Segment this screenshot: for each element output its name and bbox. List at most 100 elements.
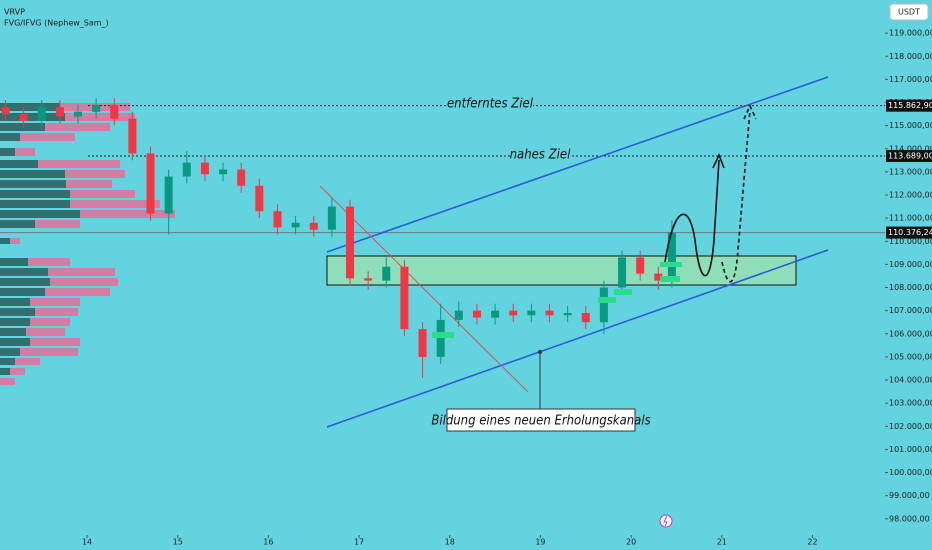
- candle-body: [37, 107, 46, 122]
- candle-body: [581, 312, 590, 323]
- y-tick-label: 104.000,00: [889, 376, 932, 385]
- y-tick-label: 106.000,00: [889, 329, 932, 338]
- candle-body: [418, 329, 427, 357]
- price-level-label: 113.689,00: [888, 151, 932, 160]
- demand-zone: [326, 255, 797, 286]
- price-level-label: 115.862,90: [888, 101, 932, 110]
- x-tick-label: 17: [354, 538, 364, 547]
- y-tick-label: 102.000,00: [889, 422, 932, 431]
- currency-label: USDT: [898, 8, 920, 17]
- currency-box: [889, 3, 929, 21]
- downtrend-line: [319, 185, 529, 393]
- fvg-box: [614, 289, 632, 295]
- y-tick-label: 101.000,00: [889, 445, 932, 454]
- candle-body: [454, 310, 463, 320]
- candles: [1, 97, 676, 378]
- candle-body: [364, 278, 373, 281]
- candle-body: [237, 169, 246, 186]
- candle-body: [472, 310, 481, 318]
- candle-body: [509, 310, 518, 316]
- y-tick-label: 113.000,00: [889, 167, 932, 176]
- candle-body: [563, 312, 572, 316]
- arrow-head: [712, 152, 725, 169]
- candle-body: [219, 169, 228, 175]
- candle-body: [599, 287, 608, 323]
- projection-arrow-dashed: [721, 109, 751, 283]
- candle-body: [73, 111, 82, 117]
- candle-body: [491, 310, 500, 318]
- candle-body: [182, 162, 191, 177]
- candle-body: [654, 273, 663, 281]
- y-tick-label: 115.000,00: [889, 121, 932, 130]
- y-tick-label: 99.000,00: [889, 491, 930, 500]
- candle-body: [92, 104, 101, 112]
- candle-body: [164, 176, 173, 214]
- candle-body: [255, 185, 264, 212]
- indicator-label: VRVP: [4, 8, 25, 17]
- fvg-box: [598, 297, 616, 303]
- candle-body: [545, 310, 554, 316]
- callout-dot: [538, 350, 542, 354]
- far-target-label: entferntes Ziel: [447, 97, 534, 112]
- fvg-box: [660, 262, 682, 267]
- candle-body: [382, 266, 391, 281]
- candle-body: [273, 211, 282, 228]
- label-bg: [510, 147, 570, 163]
- y-tick-label: 100.000,00: [889, 468, 932, 477]
- y-tick-label: 105.000,00: [889, 352, 932, 361]
- channel-note: Bildung eines neuen Erholungskanals: [431, 414, 650, 429]
- candle-body: [309, 222, 318, 230]
- price-level-box: [886, 149, 932, 162]
- price-level-box: [886, 226, 932, 239]
- candle-body: [346, 206, 355, 279]
- y-tick-label: 98.000,00: [889, 514, 930, 523]
- candle-body: [527, 310, 536, 316]
- channel-lower: [326, 249, 829, 428]
- candle-body: [19, 114, 28, 122]
- candle-body: [436, 319, 445, 357]
- channel-upper: [326, 76, 829, 253]
- y-tick-label: 112.000,00: [889, 191, 932, 200]
- y-tick-label: 107.000,00: [889, 306, 932, 315]
- y-tick-label: 117.000,00: [889, 75, 932, 84]
- candle-body: [55, 107, 64, 117]
- x-tick-label: 14: [82, 538, 92, 547]
- callout-box: [446, 408, 636, 432]
- y-tick-label: 114.000,00: [889, 144, 932, 153]
- x-tick-label: 22: [807, 538, 817, 547]
- y-tick-label: 110.000,00: [889, 237, 932, 246]
- x-tick-label: 15: [173, 538, 183, 547]
- fvg-box: [432, 332, 454, 338]
- near-target-label: nahes Ziel: [510, 148, 571, 163]
- price-level-label: 110.376,24: [888, 228, 932, 237]
- candle-body: [400, 266, 409, 330]
- candle-body: [200, 162, 209, 175]
- candle-body: [327, 206, 336, 230]
- indicator-label: FVG/IFVG (Nephew_Sam_): [4, 19, 109, 28]
- y-tick-label: 118.000,00: [889, 52, 932, 61]
- label-bg: [447, 95, 533, 113]
- x-tick-label: 16: [263, 538, 273, 547]
- projection-arrow: [664, 159, 720, 277]
- price-level-box: [886, 99, 932, 112]
- candle-body: [667, 232, 676, 281]
- event-icon: [659, 514, 673, 528]
- y-tick-label: 109.000,00: [889, 260, 932, 269]
- arrow-head: [743, 104, 757, 120]
- volume-profile: [0, 103, 175, 385]
- y-tick-label: 111.000,00: [889, 214, 932, 223]
- y-tick-label: 119.000,00: [889, 29, 932, 38]
- y-tick-label: 108.000,00: [889, 283, 932, 292]
- candle-body: [291, 222, 300, 228]
- candle-body: [146, 153, 155, 214]
- x-tick-label: 20: [626, 538, 636, 547]
- fvg-box: [660, 276, 680, 282]
- x-tick-label: 21: [717, 538, 727, 547]
- candle-body: [110, 104, 119, 119]
- candle-body: [1, 107, 10, 115]
- y-tick-label: 103.000,00: [889, 399, 932, 408]
- candle-body: [636, 257, 645, 274]
- x-tick-label: 19: [535, 538, 545, 547]
- event-icon-bolt: [663, 515, 668, 527]
